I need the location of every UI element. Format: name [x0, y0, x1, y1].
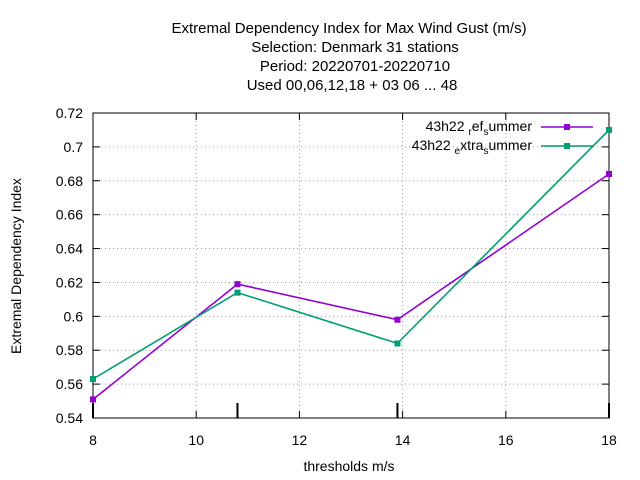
- y-tick-label: 0.58: [56, 342, 83, 358]
- y-tick-label: 0.56: [56, 376, 83, 392]
- legend-entry-2: 43h22 extrasummer: [412, 137, 593, 157]
- y-axis-label: Extremal Dependency Index: [8, 178, 24, 354]
- legend-marker: [564, 143, 570, 149]
- legend-label: 43h22 refsummer: [426, 118, 533, 138]
- series-line: [92, 129, 610, 380]
- series-2: [90, 126, 612, 383]
- y-tick-label: 0.66: [56, 207, 83, 223]
- series-1: [90, 171, 612, 403]
- chart-title-line-4: Used 00,06,12,18 + 03 06 ... 48: [247, 77, 458, 94]
- data-point: [234, 289, 241, 296]
- data-point: [606, 171, 612, 177]
- threshold-marks: [92, 403, 610, 418]
- series-line: [92, 173, 610, 401]
- chart-title-line-2: Selection: Denmark 31 stations: [251, 39, 459, 56]
- y-tick-label: 0.6: [64, 308, 84, 324]
- y-tick-label: 0.7: [64, 139, 84, 155]
- data-point: [394, 340, 401, 347]
- x-tick-label: 16: [498, 432, 514, 448]
- data-point: [90, 376, 96, 383]
- data-point: [394, 316, 401, 323]
- data-point: [90, 396, 96, 403]
- legend-label: 43h22 extrasummer: [412, 137, 533, 157]
- x-tick-label: 8: [89, 432, 97, 448]
- x-tick-label: 18: [601, 432, 617, 448]
- chart-title-line-3: Period: 20220701-20220710: [260, 58, 450, 75]
- data-point: [234, 281, 241, 288]
- legend-marker: [564, 124, 570, 130]
- chart-title: Extremal Dependency Index for Max Wind G…: [171, 20, 526, 94]
- x-axis-label: thresholds m/s: [303, 458, 394, 474]
- data-point: [606, 126, 612, 133]
- y-tick-label: 0.68: [56, 173, 83, 189]
- x-tick-label: 12: [292, 432, 308, 448]
- y-tick-label: 0.62: [56, 274, 83, 290]
- chart-title-line-1: Extremal Dependency Index for Max Wind G…: [171, 20, 526, 37]
- series-group: [90, 126, 612, 403]
- x-axis: 8 10 12 14 16 18: [89, 113, 617, 448]
- grid-lines: [93, 113, 609, 418]
- legend-entry-1: 43h22 refsummer: [426, 118, 593, 138]
- y-tick-label: 0.54: [56, 410, 83, 426]
- x-tick-label: 10: [188, 432, 204, 448]
- plot-frame: [92, 112, 610, 419]
- y-axis: 0.54 0.56 0.58 0.6 0.62 0.64 0.66 0.68 0.7 0.72: [56, 105, 609, 426]
- y-tick-label: 0.72: [56, 105, 83, 121]
- y-tick-label: 0.64: [56, 241, 83, 257]
- x-tick-label: 14: [395, 432, 411, 448]
